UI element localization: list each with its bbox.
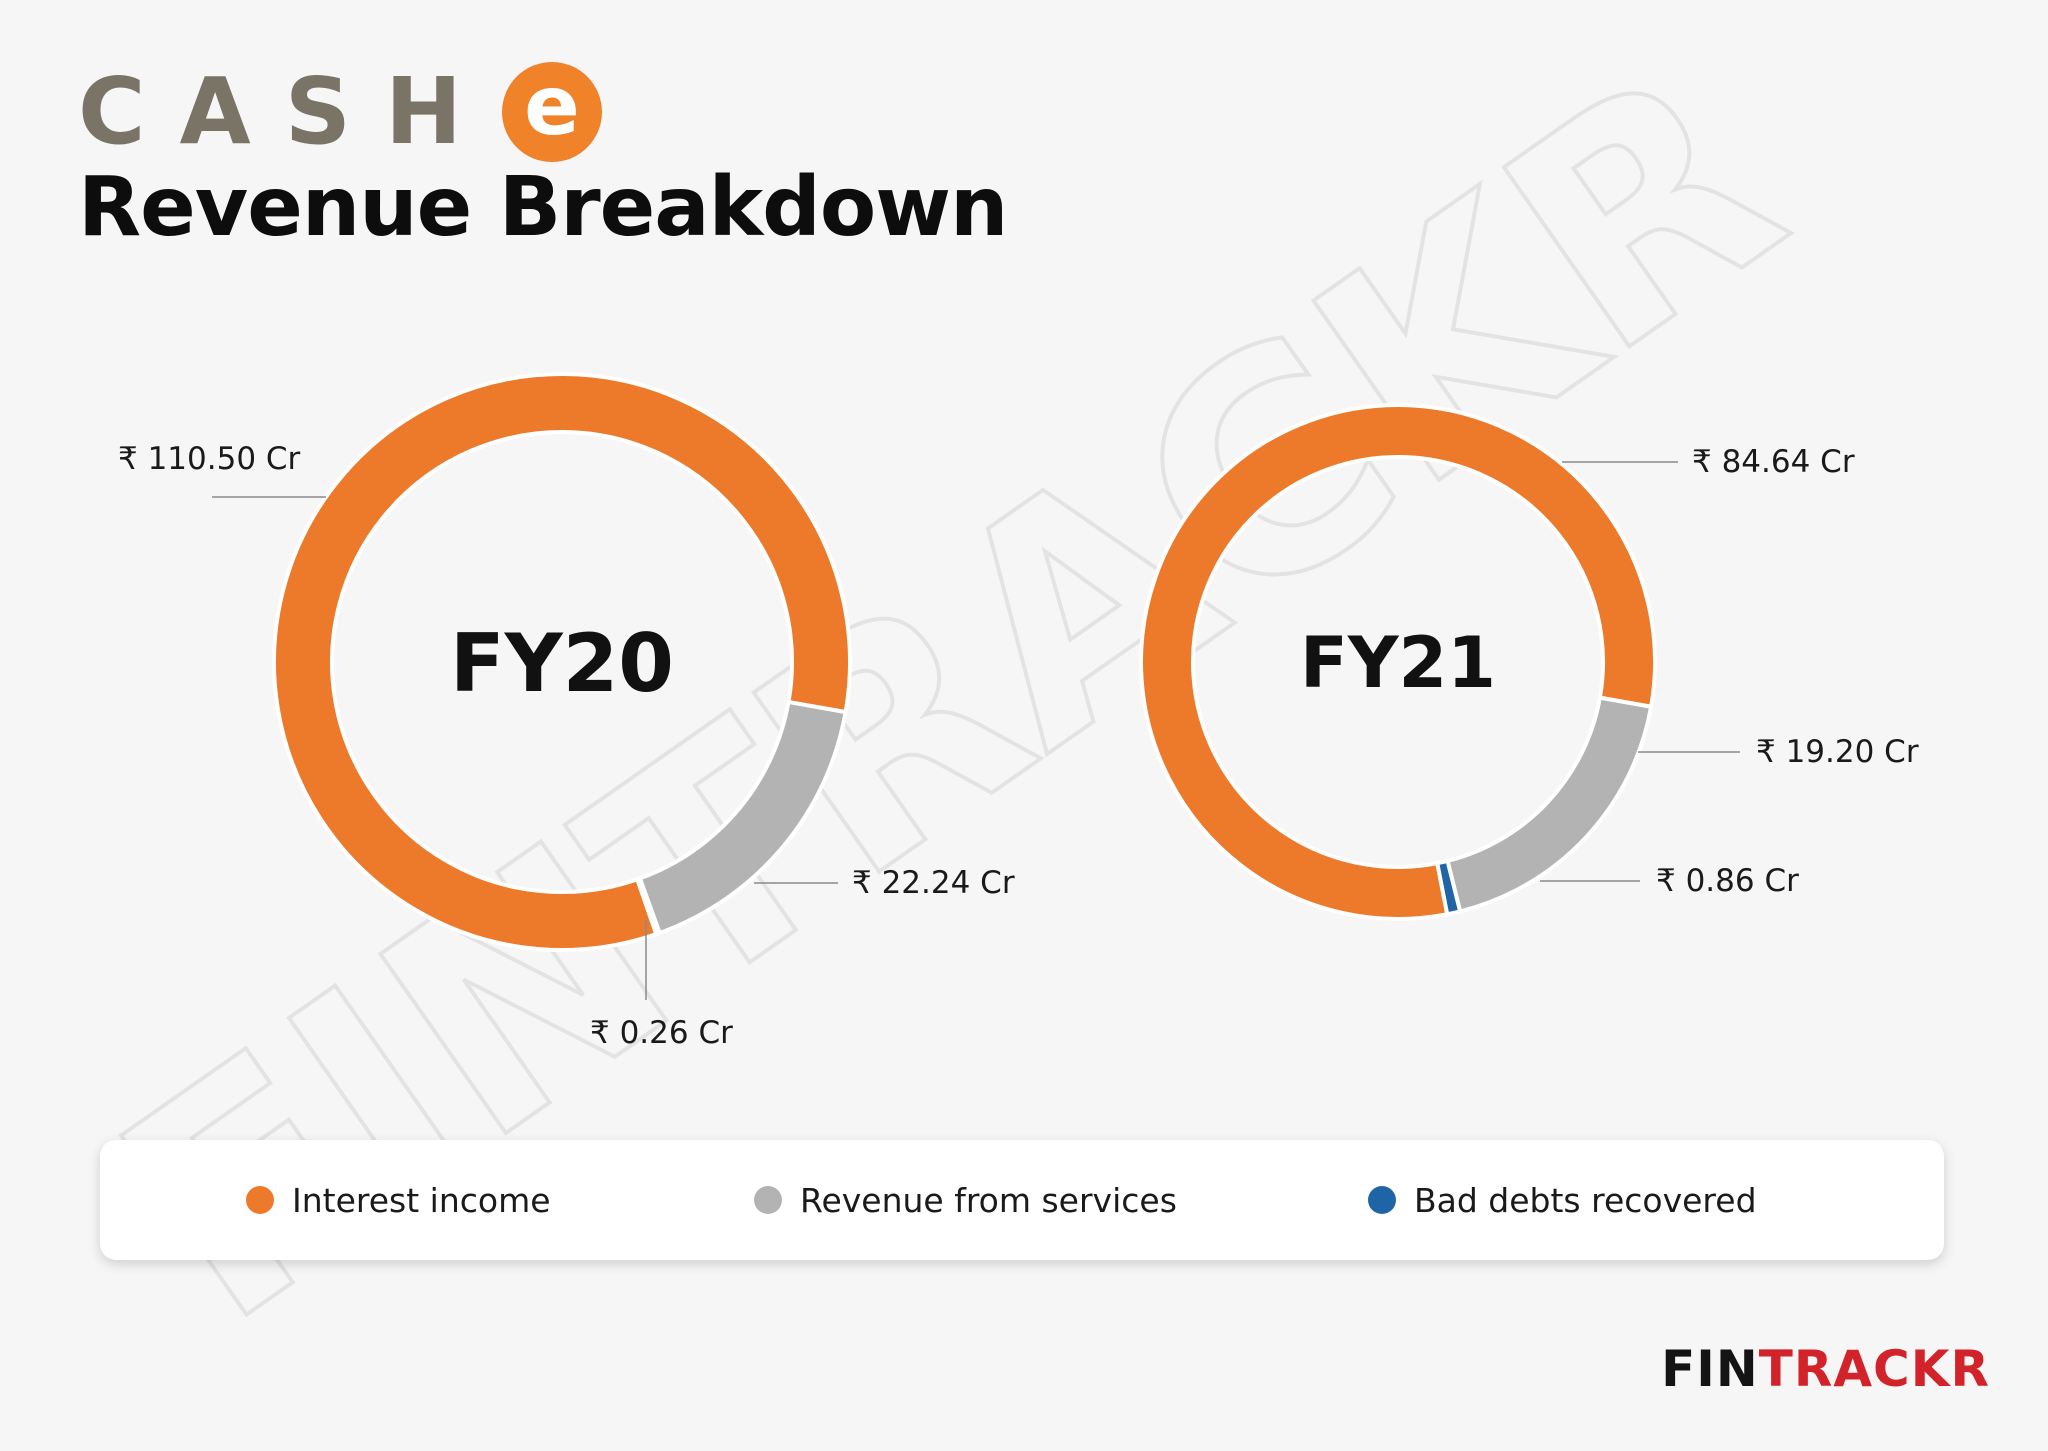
donut-1-slice-0 [1139,403,1657,921]
brand-part-1: FIN [1661,1340,1759,1398]
legend-dot-services [754,1186,782,1214]
legend-dot-interest [246,1186,274,1214]
donut-0-value-label-1: ₹ 22.24 Cr [852,865,1015,901]
donut-0-value-label-2: ₹ 0.26 Cr [590,1015,733,1051]
brand-part-2: TRACKR [1758,1340,1990,1398]
legend-item-interest: Interest income [246,1140,551,1260]
donut-1-slice-1 [1445,695,1654,914]
legend: Interest income Revenue from services Ba… [100,1140,1944,1260]
logo-badge: e [501,59,602,162]
donut-1-value-label-2: ₹ 0.86 Cr [1656,863,1799,899]
page-title: Revenue Breakdown [78,160,1008,255]
legend-item-services: Revenue from services [754,1140,1177,1260]
legend-label-bad-debts: Bad debts recovered [1414,1180,1757,1220]
donut-1-center-label: FY21 [1300,622,1496,704]
legend-label-services: Revenue from services [800,1180,1177,1220]
legend-label-interest: Interest income [292,1180,551,1220]
donut-1-value-label-0: ₹ 84.64 Cr [1692,444,1855,480]
donut-0-center-label: FY20 [450,617,674,710]
fintrackr-brand: FINTRACKR [1661,1340,1990,1398]
donut-0-value-label-0: ₹ 110.50 Cr [118,441,301,477]
logo-badge-letter: e [524,59,580,154]
donut-1-value-label-1: ₹ 19.20 Cr [1756,734,1919,770]
logo-text: CASH [78,58,496,165]
legend-item-bad-debts: Bad debts recovered [1368,1140,1757,1260]
legend-dot-bad-debts [1368,1186,1396,1214]
donut-0-slice-0 [272,372,852,952]
cashe-logo: CASH e [78,56,602,168]
